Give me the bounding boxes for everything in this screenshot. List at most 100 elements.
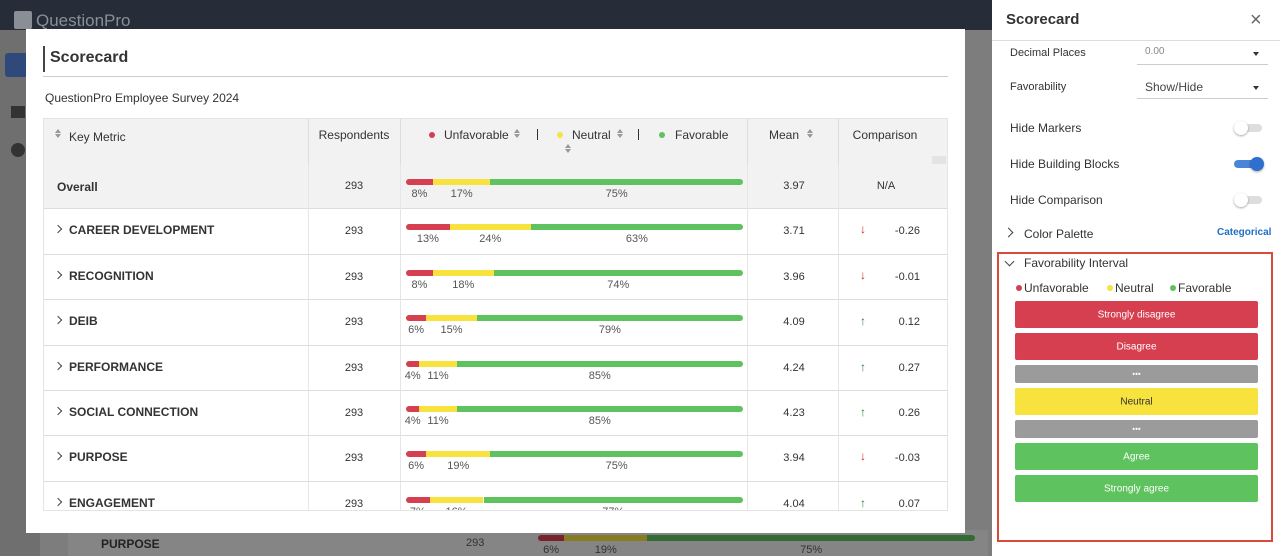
dropdown-caret[interactable]: [1253, 86, 1259, 90]
sort-icon[interactable]: [55, 134, 61, 138]
panel-title: Scorecard: [1006, 11, 1080, 28]
logo: QuestionPro: [36, 11, 131, 30]
toggle-knob[interactable]: [1234, 193, 1248, 207]
expand-chevron[interactable]: [53, 406, 63, 416]
row-label: DEIB: [69, 314, 98, 329]
table-row[interactable]: PURPOSE 293 6% 19% 75% 3.94 ↓ -0.03: [44, 436, 947, 482]
column-border: [308, 164, 309, 209]
header-key-metric[interactable]: Key Metric: [69, 130, 126, 144]
expand-chevron[interactable]: [53, 315, 63, 325]
comparison: -0.03: [894, 452, 920, 465]
table-row[interactable]: PERFORMANCE 293 4% 11% 85% 4.24 ↑ 0.27: [44, 345, 947, 391]
legend-dot: [429, 132, 435, 138]
row-label: PERFORMANCE: [69, 359, 164, 374]
divider: [43, 76, 948, 77]
sort-icon[interactable]: [514, 134, 520, 138]
interval-button[interactable]: Strongly disagree: [1015, 301, 1258, 328]
sort-icon[interactable]: [617, 134, 623, 138]
header-comparison[interactable]: Comparison: [852, 128, 918, 142]
column-border: [838, 345, 839, 391]
respondents: 293: [344, 497, 364, 510]
toggle-track[interactable]: [1234, 196, 1262, 204]
modal: Scorecard QuestionPro Employee Survey 20…: [26, 29, 965, 533]
interval-button[interactable]: Neutral: [1015, 388, 1258, 415]
palette-link[interactable]: Categorical: [1217, 227, 1272, 238]
row-label: ENGAGEMENT: [69, 495, 156, 510]
table-row[interactable]: RECOGNITION 293 8% 18% 74% 3.96 ↓ -0.01: [44, 254, 947, 301]
expand-chevron[interactable]: [53, 270, 63, 280]
toggle-track[interactable]: [1234, 124, 1262, 132]
sidebar-icon: [11, 143, 25, 157]
sort-icon[interactable]: [565, 144, 571, 148]
header-respondents[interactable]: Respondents: [318, 128, 390, 142]
column-border: [747, 345, 748, 391]
header-mean[interactable]: Mean: [769, 128, 800, 142]
expand-chevron[interactable]: [1004, 256, 1015, 267]
bar-label: 6%: [543, 544, 560, 556]
column-border: [838, 300, 839, 346]
setting-label: Decimal Places: [1010, 47, 1086, 59]
table-row[interactable]: CAREER DEVELOPMENT 293 13% 24% 63% 3.71 ↓ -0.26: [44, 209, 947, 255]
bar-label: 8%: [411, 278, 428, 291]
sort-icon[interactable]: [617, 129, 623, 133]
interval-button[interactable]: •••: [1015, 420, 1258, 438]
setting-label[interactable]: Color Palette: [1024, 227, 1094, 241]
comparison: 0.26: [898, 407, 920, 419]
table-row[interactable]: SOCIAL CONNECTION 293 4% 11% 85% 4.23 ↑ 0.26: [44, 391, 947, 437]
header-neutral[interactable]: Neutral: [572, 128, 611, 142]
bar-segment: [426, 451, 491, 458]
interval-button[interactable]: Disagree: [1015, 333, 1258, 360]
toggle-knob[interactable]: [1250, 157, 1264, 171]
expand-chevron[interactable]: [53, 452, 63, 461]
toggle-label: Hide Comparison: [1010, 193, 1103, 207]
header-favorable[interactable]: Favorable: [675, 128, 729, 142]
table-row[interactable]: DEIB 293 6% 15% 79% 4.09 ↑ 0.12: [44, 300, 947, 346]
respondents: 293: [344, 180, 364, 192]
column-border: [400, 209, 401, 255]
column-border: [400, 119, 401, 164]
column-border: [400, 300, 401, 346]
bar-label: 63%: [625, 233, 648, 246]
close-button[interactable]: ×: [1250, 9, 1262, 31]
mean: 3.96: [783, 270, 805, 283]
bar-segment: [406, 179, 433, 185]
sort-icon[interactable]: [514, 129, 520, 133]
column-border: [747, 164, 748, 209]
sort-icon[interactable]: [807, 129, 813, 133]
sort-icon[interactable]: [807, 134, 813, 138]
bar-segment: [432, 269, 494, 276]
bar-segment: [647, 535, 975, 541]
toggle-knob[interactable]: [1234, 121, 1248, 135]
bar-segment: [429, 496, 484, 503]
dropdown-value[interactable]: Show/Hide: [1145, 80, 1204, 94]
subtitle: QuestionPro Employee Survey 2024: [45, 91, 240, 105]
expand-chevron[interactable]: [53, 497, 63, 507]
favorability-interval-box: Favorability Interval Unfavorable Neutral F…: [997, 252, 1273, 542]
side-panel: Scorecard × Decimal Places 0.00 Favorabili…: [992, 0, 1280, 556]
interval-button[interactable]: Agree: [1015, 443, 1258, 470]
bar-label: 19%: [594, 544, 617, 556]
expand-chevron[interactable]: [53, 361, 63, 370]
row-label: SOCIAL CONNECTION: [69, 405, 199, 419]
top-bar: [0, 0, 992, 30]
expand-chevron[interactable]: [53, 225, 63, 234]
bar-segment: [432, 179, 491, 185]
bar-segment: [426, 315, 477, 322]
bar-segment: [564, 535, 648, 541]
bar-label: 6%: [408, 460, 425, 473]
sort-icon[interactable]: [55, 129, 61, 133]
table-row[interactable]: ENGAGEMENT 293 7% 16% 77% 4.04 ↑ 0.07: [44, 481, 947, 510]
collapse-chevron[interactable]: [1003, 227, 1014, 238]
column-border: [400, 481, 401, 510]
modal-title: Scorecard: [50, 49, 129, 66]
column-border: [400, 254, 401, 300]
dropdown-caret[interactable]: [1253, 52, 1259, 56]
dropdown-value[interactable]: 0.00: [1145, 46, 1165, 57]
bar-label: 24%: [479, 233, 502, 246]
bg-row-label: PURPOSE: [101, 537, 160, 551]
interval-button[interactable]: •••: [1015, 365, 1258, 383]
sort-icon[interactable]: [565, 149, 571, 153]
interval-button[interactable]: Strongly agree: [1015, 475, 1258, 502]
header-unfavorable[interactable]: Unfavorable: [444, 128, 509, 142]
toggle-track[interactable]: [1234, 160, 1262, 168]
